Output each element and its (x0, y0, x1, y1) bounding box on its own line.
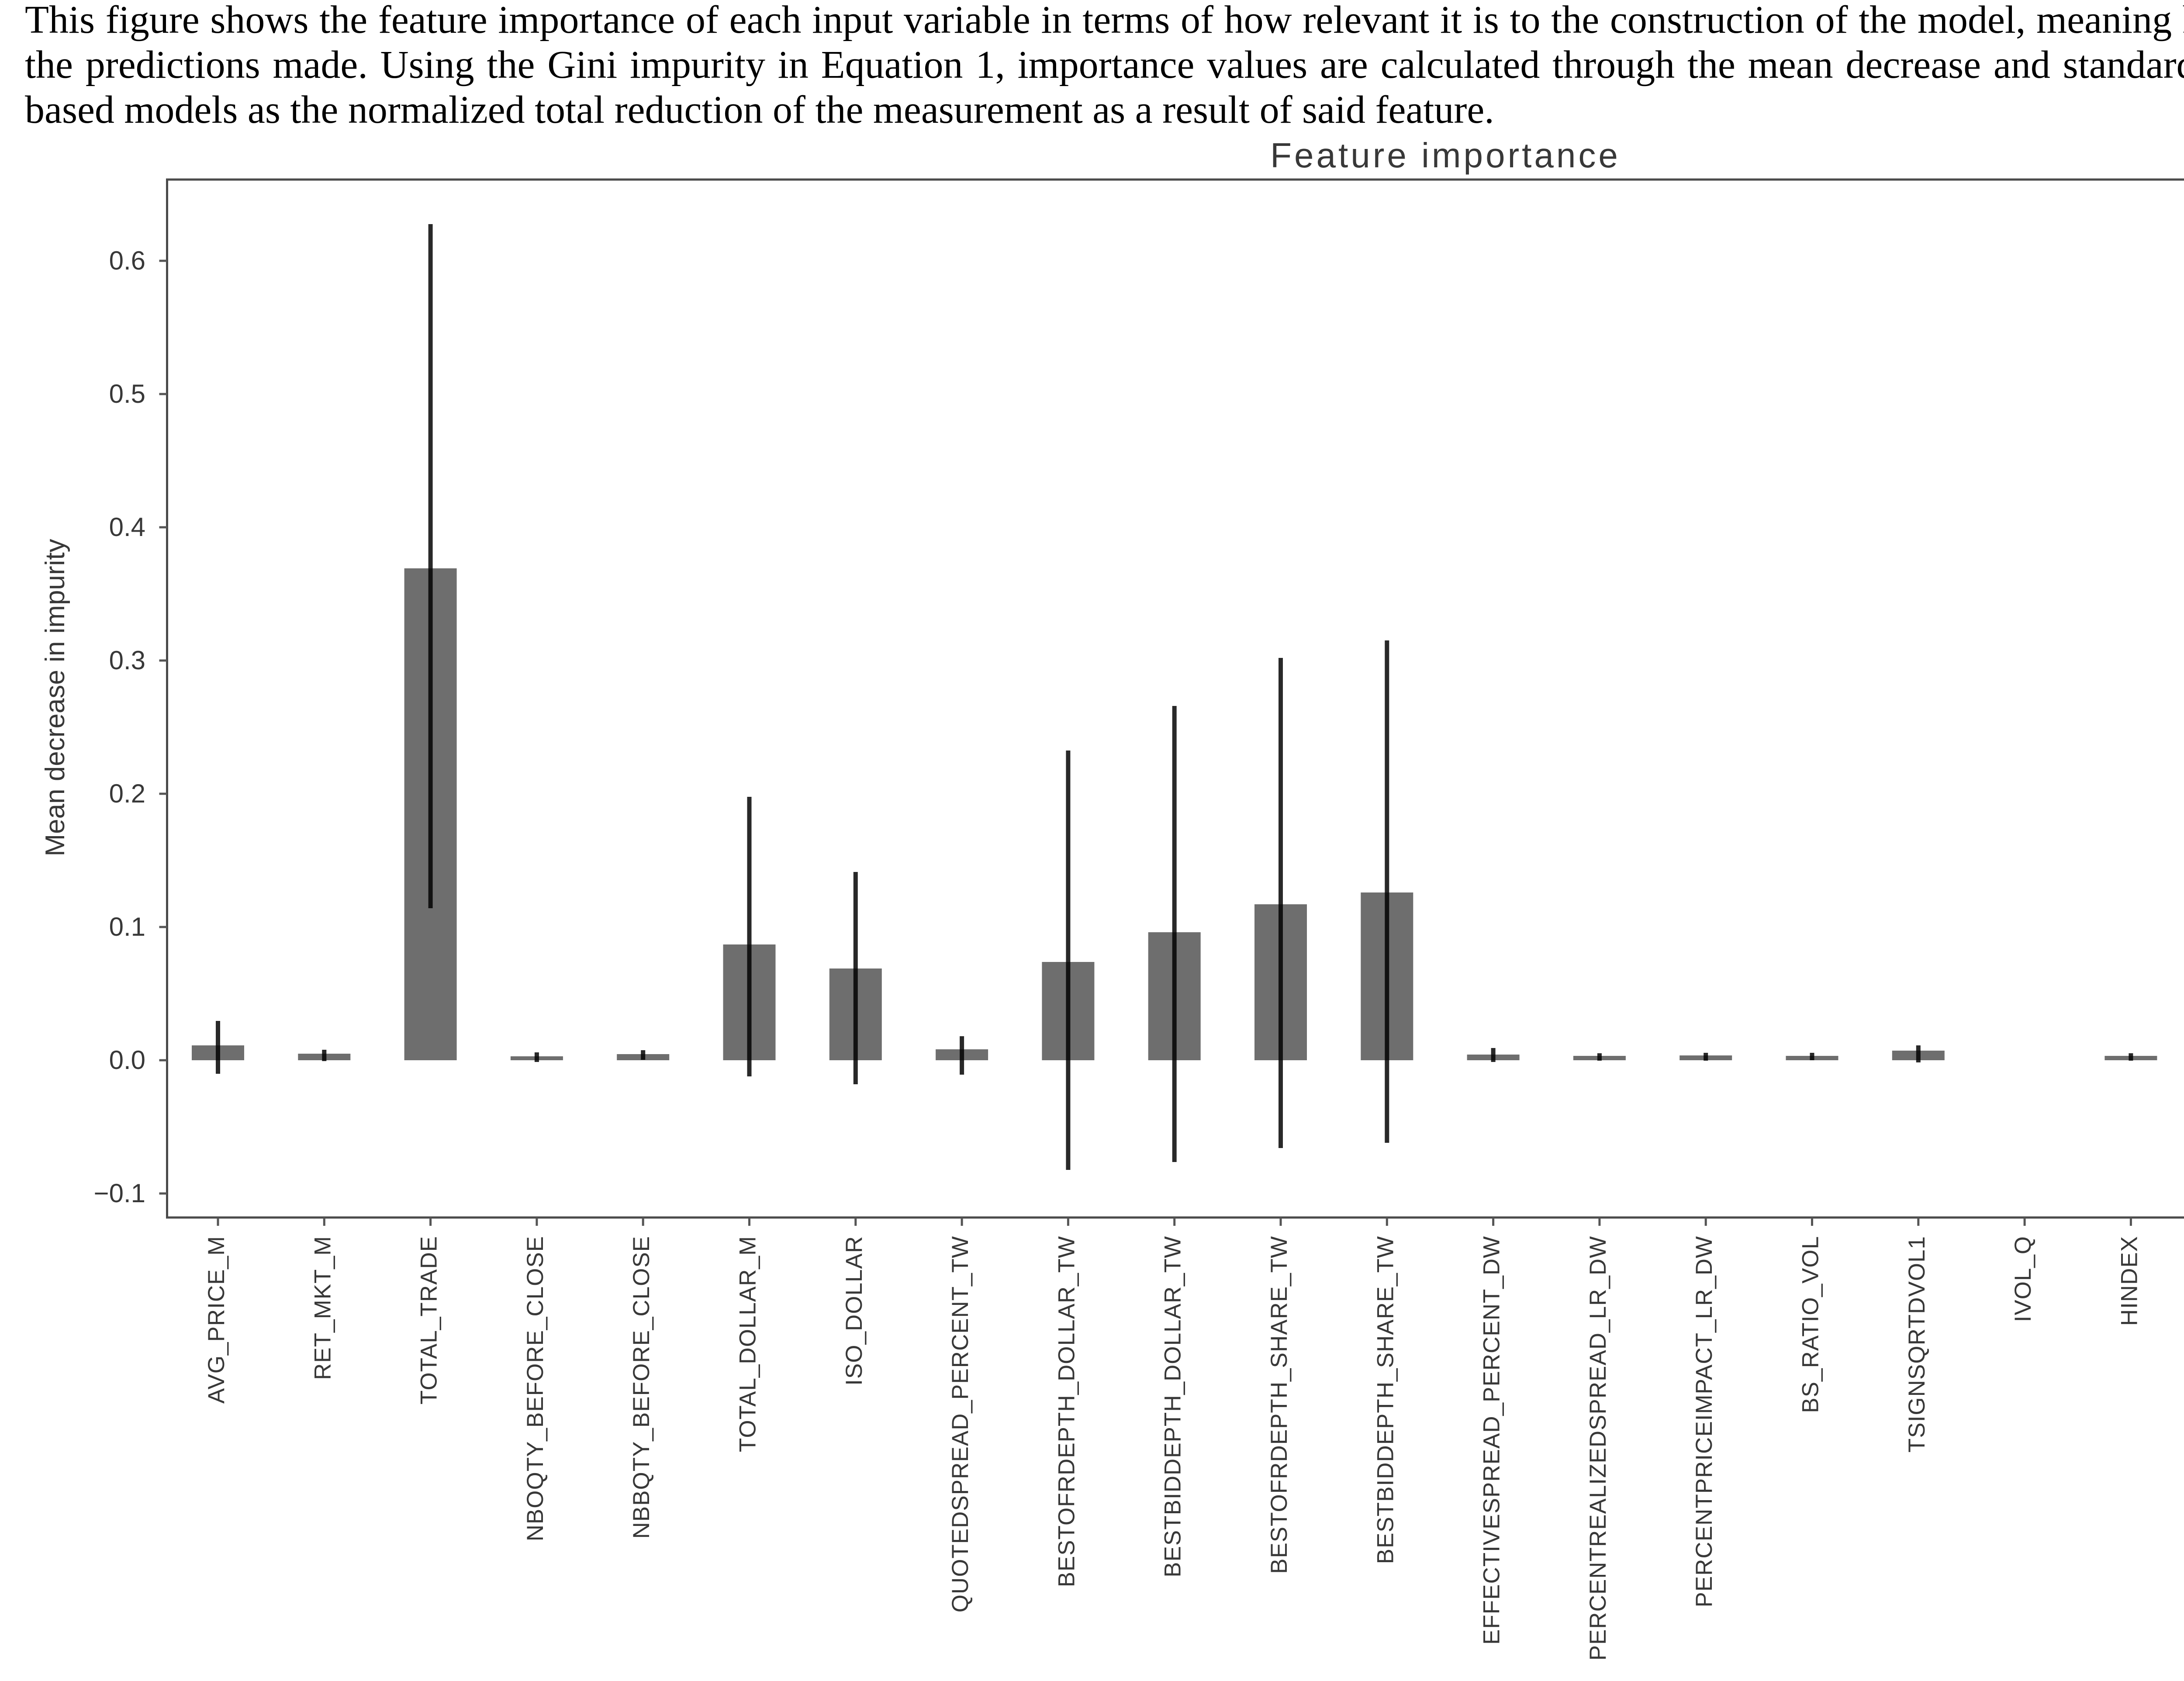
svg-text:BESTBIDDEPTH_DOLLAR_TW: BESTBIDDEPTH_DOLLAR_TW (1160, 1236, 1186, 1577)
svg-text:BESTOFRDEPTH_SHARE_TW: BESTOFRDEPTH_SHARE_TW (1266, 1236, 1292, 1574)
svg-text:HINDEX: HINDEX (2116, 1236, 2142, 1326)
svg-text:BESTOFRDEPTH_DOLLAR_TW: BESTOFRDEPTH_DOLLAR_TW (1054, 1236, 1079, 1587)
svg-text:0.5: 0.5 (109, 379, 145, 408)
svg-text:TSIGNSQRTDVOL1: TSIGNSQRTDVOL1 (1904, 1236, 1930, 1453)
svg-text:−0.1: −0.1 (94, 1179, 145, 1208)
svg-text:NBOQTY_BEFORE_CLOSE: NBOQTY_BEFORE_CLOSE (522, 1236, 548, 1541)
svg-text:PERCENTREALIZEDSPREAD_LR_DW: PERCENTREALIZEDSPREAD_LR_DW (1585, 1236, 1611, 1660)
svg-text:AVG_PRICE_M: AVG_PRICE_M (204, 1236, 229, 1404)
svg-text:IVOL_Q: IVOL_Q (2010, 1236, 2036, 1322)
svg-text:ISO_DOLLAR: ISO_DOLLAR (841, 1236, 867, 1386)
svg-text:TOTAL_DOLLAR_M: TOTAL_DOLLAR_M (735, 1236, 761, 1452)
svg-text:NBBQTY_BEFORE_CLOSE: NBBQTY_BEFORE_CLOSE (629, 1236, 654, 1539)
svg-text:0.4: 0.4 (109, 512, 145, 542)
svg-text:RET_MKT_M: RET_MKT_M (310, 1236, 335, 1380)
svg-text:0.6: 0.6 (109, 246, 145, 275)
svg-text:BESTBIDDEPTH_SHARE_TW: BESTBIDDEPTH_SHARE_TW (1372, 1236, 1398, 1564)
svg-text:Feature importance: Feature importance (1270, 136, 1621, 175)
svg-text:QUOTEDSPREAD_PERCENT_TW: QUOTEDSPREAD_PERCENT_TW (947, 1236, 973, 1612)
svg-text:0.3: 0.3 (109, 646, 145, 675)
svg-text:0.0: 0.0 (109, 1045, 145, 1075)
svg-text:0.1: 0.1 (109, 912, 145, 941)
svg-text:EFFECTIVESPREAD_PERCENT_DW: EFFECTIVESPREAD_PERCENT_DW (1479, 1236, 1505, 1645)
svg-text:TOTAL_TRADE: TOTAL_TRADE (416, 1236, 442, 1404)
svg-text:0.2: 0.2 (109, 779, 145, 808)
svg-text:PERCENTPRICEIMPACT_LR_DW: PERCENTPRICEIMPACT_LR_DW (1691, 1236, 1717, 1608)
svg-text:Mean decrease in impurity: Mean decrease in impurity (40, 539, 70, 856)
svg-text:BS_RATIO_VOL: BS_RATIO_VOL (1798, 1236, 1824, 1413)
